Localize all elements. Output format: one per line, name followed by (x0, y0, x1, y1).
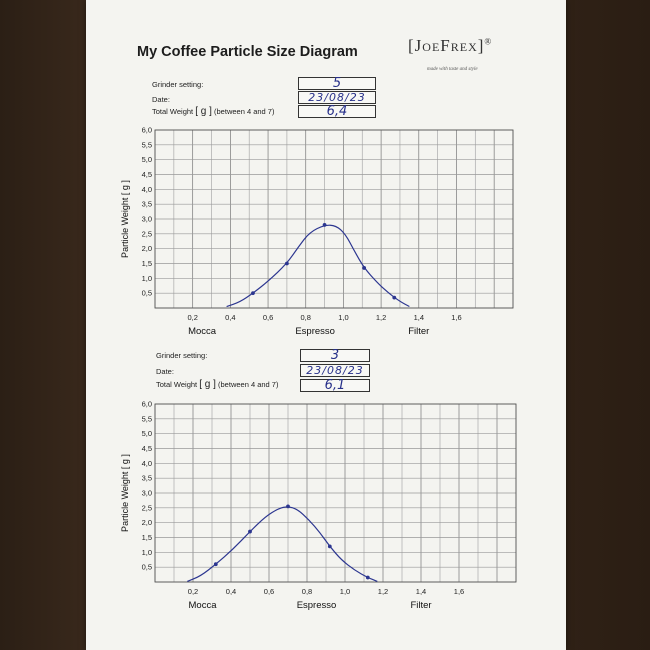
x-tick-label: 1,2 (376, 313, 386, 322)
series-line (226, 224, 410, 308)
category-label: Filter (408, 326, 429, 337)
weight-unit: [ g ] (199, 379, 216, 390)
y-tick-label: 1,0 (142, 548, 152, 557)
data-point (392, 295, 397, 300)
logo-text: JoeFrex (414, 36, 478, 55)
registered-mark: ® (484, 36, 493, 47)
data-point (213, 562, 218, 567)
x-tick-label: 1,0 (340, 587, 350, 596)
x-tick-label: 1,4 (416, 587, 426, 596)
y-tick-label: 2,0 (142, 518, 152, 527)
y-tick-label: 3,0 (142, 489, 152, 498)
x-tick-label: 0,6 (263, 313, 273, 322)
data-point (286, 504, 290, 509)
weight-unit: [ g ] (195, 106, 212, 117)
total-weight-text: Total Weight (152, 107, 194, 116)
grinder-setting-label: Grinder setting: (152, 80, 204, 89)
y-tick-label: 0,5 (142, 563, 152, 572)
particle-size-chart-1: 0,5 1,0 1,5 2,0 2,5 3,0 3,5 4,0 4,5 5,0 5,5 6,0 0,2 0… (120, 126, 514, 337)
x-tick-label: 1,6 (454, 587, 464, 596)
data-point (365, 575, 370, 580)
y-tick-label: 6,0 (142, 126, 152, 135)
plot-frame (154, 129, 514, 309)
y-tick-label: 5,5 (142, 140, 152, 149)
category-label: Espresso (295, 326, 335, 337)
y-tick-label: 4,5 (142, 170, 152, 179)
x-tick-label: 1,2 (378, 587, 388, 596)
data-point (322, 223, 327, 227)
total-weight-label: Total Weight [ g ] (between 4 and 7) (152, 106, 274, 117)
grinder-setting-label: Grinder setting: (156, 351, 208, 360)
total-weight-field[interactable]: 6,1 (300, 379, 370, 392)
x-tick-label: 0,8 (301, 313, 311, 322)
date-field[interactable]: 23/08/23 (300, 364, 370, 377)
x-tick-label: 1,0 (338, 313, 348, 322)
date-label: Date: (152, 95, 170, 104)
data-point (362, 266, 367, 270)
y-tick-label: 3,5 (142, 474, 152, 483)
data-point (248, 529, 252, 534)
paper-sheet: My Coffee Particle Size Diagram [JoeFrex… (86, 0, 566, 650)
total-weight-text: Total Weight (156, 380, 198, 389)
particle-size-chart-2: 0,5 1,0 1,5 2,0 2,5 3,0 3,5 4,0 4,5 5,0 5,5 6,0 0,2 0… (120, 400, 517, 611)
y-axis-label: Particle Weight [ g ] (120, 454, 130, 532)
x-tick-label: 0,2 (187, 313, 197, 322)
y-tick-label: 3,5 (142, 200, 152, 209)
x-tick-label: 1,6 (451, 313, 461, 322)
date-field[interactable]: 23/08/23 (298, 91, 376, 104)
y-tick-label: 4,0 (142, 185, 152, 194)
weight-range-hint: (between 4 and 7) (218, 380, 279, 389)
y-tick-label: 1,5 (142, 533, 152, 542)
grinder-setting-field[interactable]: 3 (300, 349, 370, 362)
brand-logo: [JoeFrex]® (408, 36, 493, 55)
y-tick-label: 2,0 (142, 244, 152, 253)
date-label: Date: (156, 367, 174, 376)
y-tick-label: 6,0 (142, 400, 152, 409)
category-label: Filter (410, 600, 431, 611)
brand-tagline: made with taste and style (427, 67, 478, 72)
data-point (251, 291, 255, 296)
category-label: Mocca (189, 600, 218, 611)
x-tick-label: 0,4 (226, 587, 236, 596)
y-tick-label: 5,5 (142, 414, 152, 423)
x-tick-label: 0,8 (302, 587, 312, 596)
category-label: Mocca (188, 326, 217, 337)
x-tick-label: 0,2 (188, 587, 198, 596)
y-tick-label: 1,0 (142, 274, 152, 283)
x-tick-label: 0,6 (264, 587, 274, 596)
y-tick-label: 5,0 (142, 155, 152, 164)
plot-frame (154, 403, 517, 583)
page-title: My Coffee Particle Size Diagram (137, 44, 358, 60)
category-label: Espresso (297, 600, 337, 611)
y-tick-label: 0,5 (142, 289, 152, 298)
y-tick-label: 4,5 (142, 444, 152, 453)
y-tick-label: 2,5 (142, 229, 152, 238)
total-weight-field[interactable]: 6,4 (298, 105, 376, 118)
series-line (187, 506, 378, 582)
y-tick-label: 5,0 (142, 429, 152, 438)
y-tick-label: 3,0 (142, 215, 152, 224)
weight-range-hint: (between 4 and 7) (214, 107, 275, 116)
total-weight-label: Total Weight [ g ] (between 4 and 7) (156, 379, 278, 390)
data-point (327, 544, 332, 549)
x-tick-label: 1,4 (414, 313, 424, 322)
y-axis-label: Particle Weight [ g ] (120, 180, 130, 258)
y-tick-label: 1,5 (142, 259, 152, 268)
y-tick-label: 4,0 (142, 459, 152, 468)
data-point (284, 261, 289, 266)
grinder-setting-field[interactable]: 5 (298, 77, 376, 90)
y-tick-label: 2,5 (142, 503, 152, 512)
x-tick-label: 0,4 (225, 313, 235, 322)
